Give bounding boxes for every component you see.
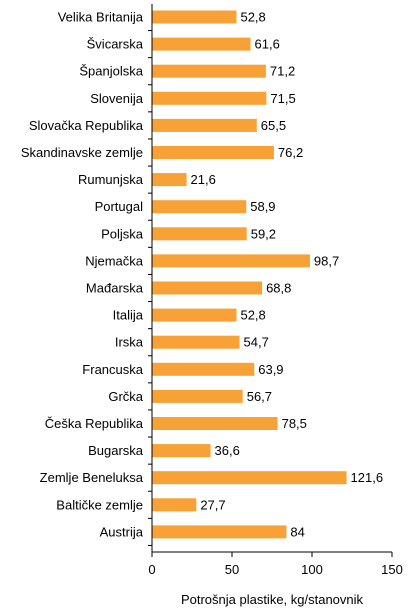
category-label: Slovenija bbox=[90, 91, 144, 106]
data-label: 56,7 bbox=[247, 389, 272, 404]
category-labels-group: Velika Britanija Švicarska Španjolska Slove… bbox=[21, 10, 144, 540]
data-label: 68,8 bbox=[266, 281, 291, 296]
data-label: 61,6 bbox=[255, 37, 280, 52]
bar bbox=[152, 335, 240, 349]
x-tick-label: 100 bbox=[301, 562, 323, 577]
category-label: Slovačka Republika bbox=[29, 118, 144, 133]
data-label: 98,7 bbox=[314, 253, 339, 268]
x-axis-title: Potrošnja plastike, kg/stanovnik bbox=[181, 592, 364, 607]
x-tick-label: 50 bbox=[225, 562, 239, 577]
category-label: Češka Republika bbox=[45, 416, 144, 431]
category-label: Velika Britanija bbox=[58, 10, 144, 25]
category-label: Mađarska bbox=[86, 281, 144, 296]
x-tick-label: 0 bbox=[148, 562, 155, 577]
value-labels-group: 52,8 61,6 71,2 71,5 65,5 76,2 21,6 58,9 59,2 98,7… bbox=[191, 10, 384, 540]
bar bbox=[152, 471, 347, 485]
bar bbox=[152, 64, 266, 78]
bar bbox=[152, 254, 310, 268]
x-tick-label: 150 bbox=[381, 562, 403, 577]
bar bbox=[152, 362, 255, 376]
data-label: 71,2 bbox=[270, 64, 295, 79]
bar bbox=[152, 37, 251, 51]
bar bbox=[152, 200, 247, 214]
bar bbox=[152, 146, 274, 159]
bar bbox=[152, 308, 237, 322]
category-label: Irska bbox=[115, 335, 144, 350]
data-label: 84 bbox=[290, 524, 304, 539]
category-label: Baltičke zemlje bbox=[56, 497, 143, 512]
data-label: 21,6 bbox=[191, 172, 216, 187]
data-label: 54,7 bbox=[244, 335, 269, 350]
category-label: Italija bbox=[113, 308, 144, 323]
data-label: 65,5 bbox=[261, 118, 286, 133]
bar bbox=[152, 389, 243, 403]
bar bbox=[152, 173, 187, 187]
category-label: Rumunjska bbox=[78, 172, 144, 187]
category-label: Austrija bbox=[100, 524, 144, 539]
bar bbox=[152, 227, 247, 241]
bar bbox=[152, 91, 267, 105]
bar bbox=[152, 281, 263, 295]
category-label: Njemačka bbox=[85, 253, 144, 268]
data-label: 27,7 bbox=[200, 497, 225, 512]
data-label: 36,6 bbox=[215, 443, 240, 458]
category-label: Poljska bbox=[101, 226, 144, 241]
data-label: 76,2 bbox=[278, 145, 303, 160]
category-label: Švicarska bbox=[87, 37, 144, 52]
category-label: Skandinavske zemlje bbox=[21, 145, 143, 160]
data-label: 58,9 bbox=[250, 199, 275, 214]
data-label: 71,5 bbox=[270, 91, 295, 106]
data-label: 63,9 bbox=[258, 362, 283, 377]
bar bbox=[152, 417, 278, 430]
category-label: Zemlje Beneluksa bbox=[40, 470, 144, 485]
bar bbox=[152, 10, 237, 24]
category-label: Grčka bbox=[108, 389, 143, 404]
data-label: 52,8 bbox=[240, 308, 265, 323]
category-label: Španjolska bbox=[79, 64, 143, 79]
bar bbox=[152, 525, 287, 539]
category-label: Bugarska bbox=[88, 443, 144, 458]
data-label: 52,8 bbox=[240, 10, 265, 25]
category-label: Francuska bbox=[82, 362, 143, 377]
bar bbox=[152, 498, 197, 512]
x-ticks-group: 0 50 100 150 bbox=[148, 30, 403, 577]
category-label: Portugal bbox=[95, 199, 144, 214]
bar bbox=[152, 118, 257, 132]
data-label: 59,2 bbox=[251, 226, 276, 241]
data-label: 121,6 bbox=[351, 470, 384, 485]
bar bbox=[152, 444, 211, 458]
bars-group bbox=[152, 10, 347, 539]
data-label: 78,5 bbox=[282, 416, 307, 431]
